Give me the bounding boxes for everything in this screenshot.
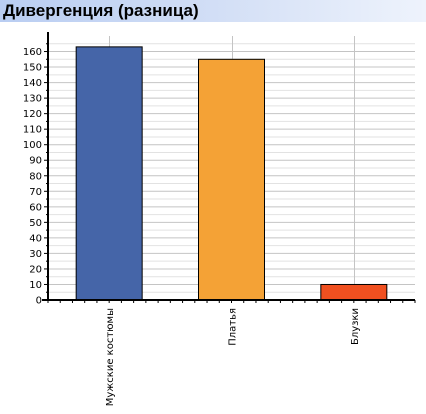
bars — [75, 46, 388, 301]
y-tick-label: 20 — [29, 264, 42, 275]
bar-1 — [75, 46, 143, 301]
y-tick-label: 110 — [23, 125, 42, 136]
y-tick-label: 140 — [23, 78, 42, 89]
y-tick-label: 70 — [29, 187, 42, 198]
axis-labels: 0 10 20 30 40 50 60 70 80 90 100 110 120 130 140 150 160… — [23, 47, 361, 406]
y-tick-label: 10 — [29, 280, 42, 291]
y-tick-label: 60 — [29, 202, 42, 213]
y-tick-label: 40 — [29, 233, 42, 244]
category-label: Мужские костюмы — [105, 308, 116, 406]
bar-2 — [198, 58, 265, 301]
axes — [42, 32, 416, 303]
category-label: Платья — [228, 308, 239, 346]
bar-3 — [320, 283, 388, 301]
y-tick-label: 30 — [29, 249, 42, 260]
y-tick-label: 160 — [23, 47, 42, 58]
y-tick-label: 100 — [23, 140, 42, 151]
chart-title-bar: Дивергенция (разница) — [0, 0, 426, 22]
y-tick-label: 130 — [23, 94, 42, 105]
chart-title: Дивергенция (разница) — [3, 1, 199, 20]
y-tick-label: 0 — [36, 296, 42, 307]
y-tick-label: 80 — [29, 171, 42, 182]
y-tick-label: 150 — [23, 63, 42, 74]
y-tick-label: 50 — [29, 218, 42, 229]
y-tick-label: 90 — [29, 156, 42, 167]
category-label: Блузки — [350, 308, 361, 345]
y-tick-label: 120 — [23, 109, 42, 120]
